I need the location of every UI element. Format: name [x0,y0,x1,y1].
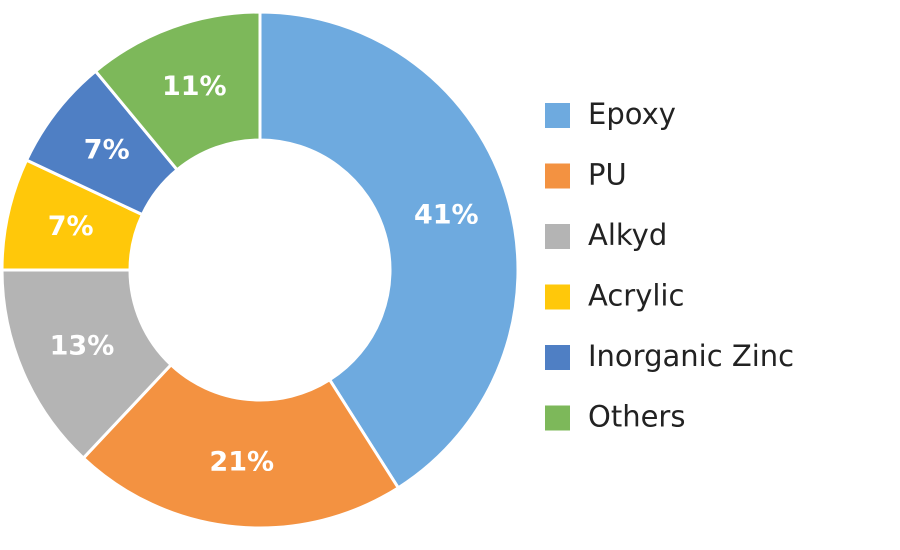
legend-swatch [545,163,570,189]
slice [81,362,401,530]
data-label: 7% [48,211,94,242]
legend-label: Alkyd [588,218,667,252]
legend-label: Acrylic [588,279,684,313]
legend-swatch [545,345,570,370]
legend-label: Epoxy [588,97,676,131]
slice [93,10,262,172]
legend-label: Others [588,400,685,434]
data-label: 7% [84,135,130,166]
legend-swatch [545,224,570,249]
legend-label: Inorganic Zinc [588,339,794,373]
data-label: 13% [50,331,115,362]
legend-label: PU [588,158,627,192]
slice [258,10,520,490]
legend-swatch [545,405,570,431]
legend-swatch [545,284,570,310]
data-label: 41% [414,199,479,230]
data-label: 11% [162,71,227,102]
legend-swatch [545,103,570,128]
data-label: 21% [209,447,274,478]
